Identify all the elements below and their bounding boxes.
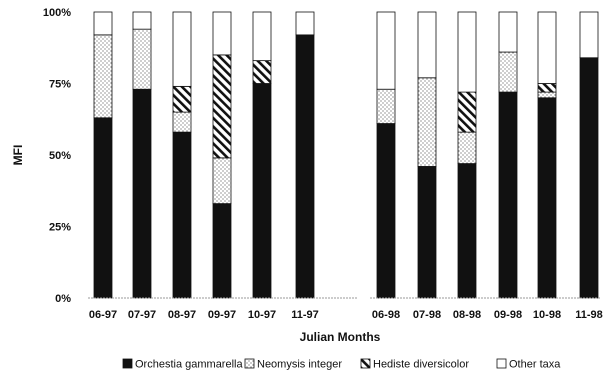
bar-stack-07-98: [417, 11, 437, 299]
x-tick-label: 08-98: [453, 309, 481, 321]
bar-segment-neomysis-integer: [498, 51, 518, 93]
bar-segment-hediste-diversicolor: [252, 60, 272, 84]
legend-item-neomysis-integer: Neomysis integer: [244, 358, 342, 371]
bar-segment-other-taxa: [93, 11, 113, 36]
x-tick-label: 09-98: [494, 309, 522, 321]
bar-segment-other-taxa: [172, 11, 192, 87]
x-tick-label: 10-97: [248, 309, 276, 321]
bar-segment-orchestia-gammarella: [417, 166, 437, 299]
legend-swatch: [122, 358, 133, 369]
bar-stack-10-98: [537, 11, 557, 299]
x-tick-label: 10-98: [533, 309, 561, 321]
bar-segment-neomysis-integer: [132, 28, 152, 90]
bar-segment-other-taxa: [457, 11, 477, 93]
bar-segment-hediste-diversicolor: [212, 54, 232, 159]
bar-segment-neomysis-integer: [457, 131, 477, 164]
y-tick-label: 75%: [49, 79, 71, 91]
bar-stack-08-98: [457, 11, 477, 299]
bar-segment-hediste-diversicolor: [172, 85, 192, 113]
legend-swatch: [244, 358, 255, 369]
bar-stack-06-98: [376, 11, 396, 299]
x-tick-labels: 06-97 07-97 08-97 09-97 10-97 11-97 06-98 07-98…: [89, 309, 603, 321]
bar-segment-orchestia-gammarella: [537, 97, 557, 299]
legend-label: Orchestia gammarella: [135, 359, 243, 371]
x-axis-title: Julian Months: [300, 330, 381, 344]
bar-stack-09-97: [212, 11, 232, 299]
y-axis: MFI 0% 25% 50% 75% 100%: [11, 7, 71, 305]
bar-segment-other-taxa: [417, 11, 437, 79]
x-tick-label: 08-97: [168, 309, 196, 321]
bar-segment-orchestia-gammarella: [93, 117, 113, 299]
bar-segment-hediste-diversicolor: [537, 83, 557, 93]
bar-segment-other-taxa: [498, 11, 518, 53]
legend-item-hediste-diversicolor: Hediste diversicolor: [360, 358, 469, 371]
bar-segment-neomysis-integer: [212, 157, 232, 205]
bar-segment-orchestia-gammarella: [376, 123, 396, 299]
y-tick-label: 100%: [43, 7, 71, 19]
bar-segment-orchestia-gammarella: [498, 91, 518, 299]
bar-segment-orchestia-gammarella: [579, 57, 599, 299]
bar-segment-neomysis-integer: [172, 111, 192, 133]
legend-item-orchestia-gammarella: Orchestia gammarella: [122, 358, 243, 371]
legend-label: Other taxa: [509, 359, 561, 371]
x-tick-label: 06-97: [89, 309, 117, 321]
y-tick-label: 50%: [49, 150, 71, 162]
bar-segment-other-taxa: [132, 11, 152, 30]
legend-label: Neomysis integer: [257, 359, 342, 371]
x-tick-label: 11-98: [575, 309, 603, 321]
bar-segment-other-taxa: [579, 11, 599, 59]
bar-stack-08-97: [172, 11, 192, 299]
bar-segment-other-taxa: [537, 11, 557, 84]
bar-stack-07-97: [132, 11, 152, 299]
bar-stack-11-97: [295, 11, 315, 299]
bar-stack-11-98: [579, 11, 599, 299]
bar-stack-06-97: [93, 11, 113, 299]
x-tick-label: 07-98: [413, 309, 441, 321]
bar-segment-other-taxa: [212, 11, 232, 56]
y-axis-title: MFI: [11, 145, 25, 166]
bar-stack-09-98: [498, 11, 518, 299]
bar-segment-orchestia-gammarella: [172, 131, 192, 299]
legend: Orchestia gammarella Neomysis integer Hedi…: [122, 358, 561, 371]
y-tick-labels: 0% 25% 50% 75% 100%: [43, 7, 71, 305]
bar-segment-other-taxa: [376, 11, 396, 90]
bar-segment-orchestia-gammarella: [252, 83, 272, 299]
x-tick-label: 11-97: [291, 309, 319, 321]
bar-segment-neomysis-integer: [537, 91, 557, 99]
y-tick-label: 25%: [49, 222, 71, 234]
legend-swatch: [496, 358, 507, 369]
x-tick-label: 06-98: [372, 309, 400, 321]
bar-stack-10-97: [252, 11, 272, 299]
legend-swatch: [360, 358, 371, 369]
bar-segment-neomysis-integer: [417, 77, 437, 167]
bar-segment-orchestia-gammarella: [212, 203, 232, 299]
legend-label: Hediste diversicolor: [373, 359, 469, 371]
bar-segment-neomysis-integer: [376, 88, 396, 124]
legend-item-other-taxa: Other taxa: [496, 358, 561, 371]
bars-layer: [93, 11, 599, 299]
x-tick-label: 07-97: [128, 309, 156, 321]
bar-segment-orchestia-gammarella: [295, 34, 315, 299]
bar-segment-other-taxa: [295, 11, 315, 36]
x-tick-label: 09-97: [208, 309, 236, 321]
bar-segment-neomysis-integer: [93, 34, 113, 119]
bar-segment-hediste-diversicolor: [457, 91, 477, 133]
bar-segment-orchestia-gammarella: [457, 163, 477, 299]
bar-segment-orchestia-gammarella: [132, 88, 152, 299]
bar-segment-other-taxa: [252, 11, 272, 62]
y-tick-label: 0%: [55, 293, 71, 305]
